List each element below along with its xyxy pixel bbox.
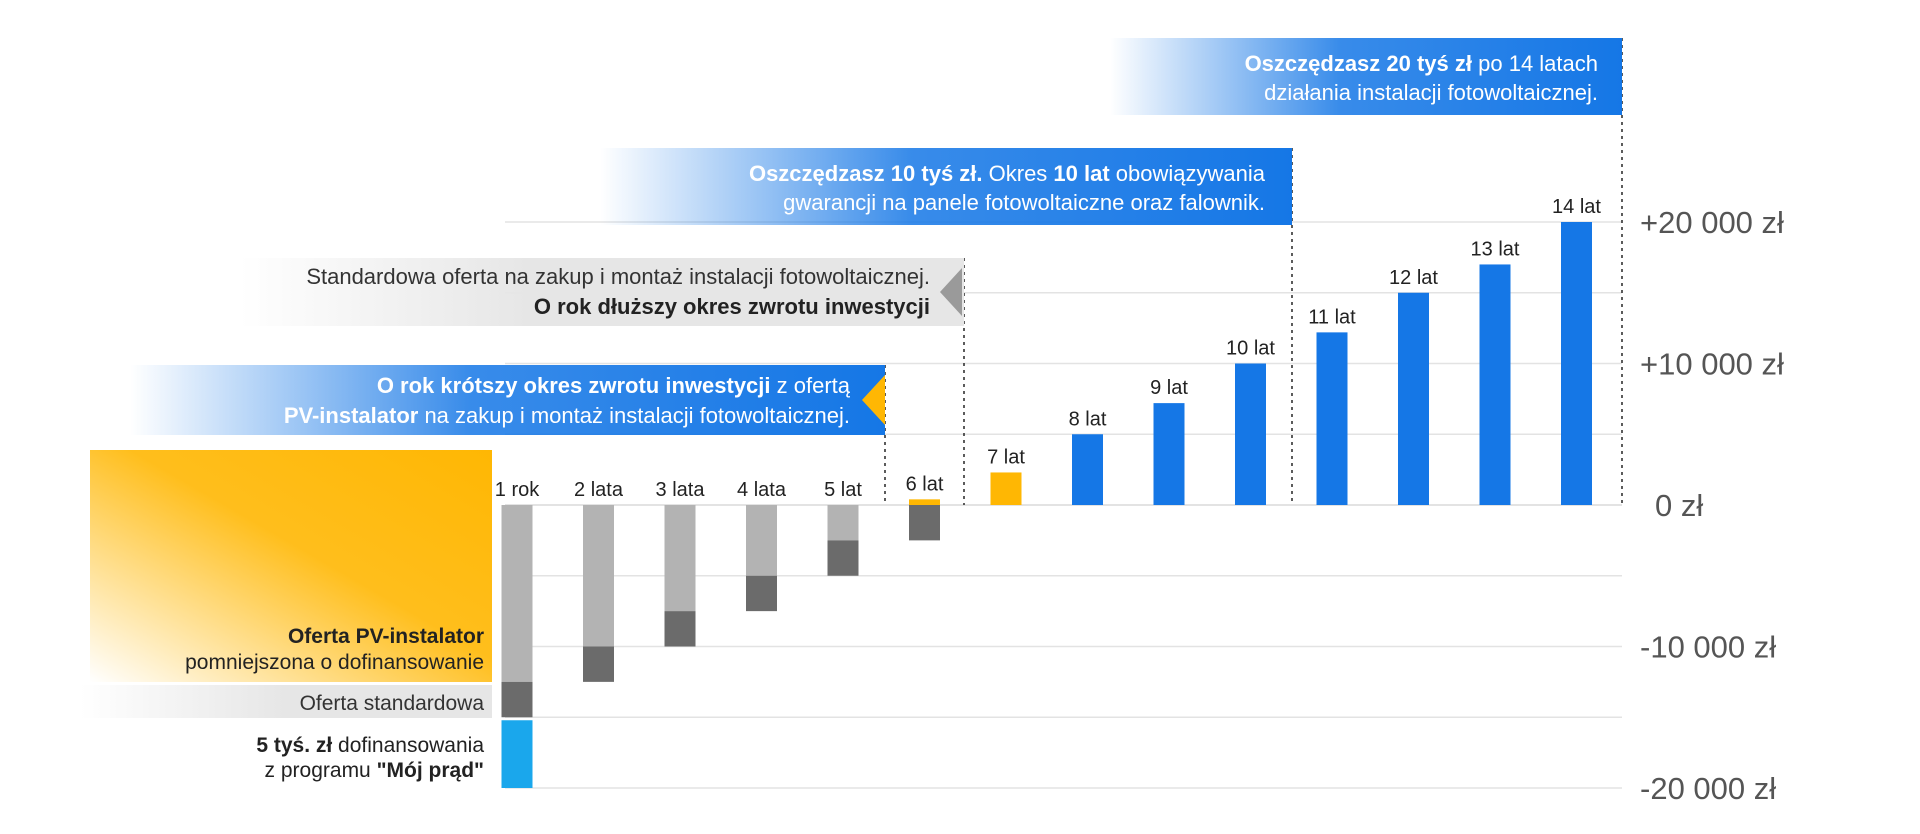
y-tick-label: +20 000 zł (1640, 205, 1784, 240)
legend-pv-bg (90, 450, 492, 682)
banner-shorter-rest1: z ofertą (771, 373, 851, 398)
legend-grant-line2-pre: z programu (265, 759, 377, 782)
y-tick-label: +10 000 zł (1640, 347, 1784, 382)
bar-standard-3 lata (664, 611, 696, 647)
svg-text:z programu "Mój prąd": z programu "Mój prąd" (265, 759, 484, 782)
svg-text:PV-instalator na zakup i monta: PV-instalator na zakup i montaż instalac… (284, 403, 850, 428)
banner-20k-line2: działania instalacji fotowoltaicznej. (1264, 80, 1598, 105)
category-label: 7 lat (987, 446, 1025, 468)
category-label: 12 lat (1389, 267, 1438, 289)
bar-standard-5 lat (827, 540, 859, 576)
banner-shorter-rest2: na zakup i montaż instalacji fotowoltaic… (418, 403, 850, 428)
legend-standard: Oferta standardowa (300, 692, 485, 715)
banner-20k-bg (1110, 38, 1622, 115)
category-label: 6 lat (906, 473, 944, 495)
y-tick-label: -10 000 zł (1640, 630, 1776, 665)
bar-6 lat (909, 499, 940, 505)
legend-standard-bg (80, 685, 492, 718)
category-label: 13 lat (1471, 238, 1520, 260)
bar-11 lat (1316, 332, 1348, 505)
svg-text:5 tyś. zł dofinansowania: 5 tyś. zł dofinansowania (256, 734, 484, 757)
bar-5 lat (827, 505, 859, 541)
banner-shorter: O rok krótszy okres zwrotu inwestycji z … (130, 365, 885, 435)
banner-10k-rest: obowiązywania (1110, 161, 1266, 186)
category-label: 11 lat (1308, 306, 1356, 328)
banner-shorter-bold2: PV-instalator (284, 403, 419, 428)
banner-20k-bold: Oszczędzasz 20 tyś zł (1245, 51, 1472, 76)
category-label: 10 lat (1226, 338, 1275, 360)
svg-text:O rok krótszy okres zwrotu inw: O rok krótszy okres zwrotu inwestycji z … (377, 373, 851, 398)
banner-10k-line2: gwarancji na panele fotowoltaiczne oraz … (783, 190, 1265, 215)
bar-grant-1 rok (501, 720, 533, 788)
banner-10k-bg (600, 148, 1292, 225)
bar-1 rok (501, 505, 533, 682)
bar-4 lata (746, 505, 777, 576)
bar-standard-4 lata (746, 575, 777, 612)
banner-standard-bg (240, 258, 964, 326)
banner-10k-bold2: 10 lat (1053, 161, 1110, 186)
bar-13 lat (1479, 264, 1511, 505)
category-label: 1 rok (495, 479, 540, 501)
category-label: 14 lat (1552, 196, 1601, 218)
bars (501, 222, 1592, 788)
svg-text:Oszczędzasz 10 tyś zł. Okres 1: Oszczędzasz 10 tyś zł. Okres 10 lat obow… (749, 161, 1266, 186)
svg-text:Oszczędzasz 20 tyś zł po 14 la: Oszczędzasz 20 tyś zł po 14 latach (1245, 51, 1598, 76)
y-tick-label: -20 000 zł (1640, 771, 1776, 806)
banner-shorter-arrow-icon (862, 375, 885, 425)
bar-10 lat (1235, 363, 1266, 505)
banner-standard: Standardowa oferta na zakup i montaż ins… (240, 258, 964, 326)
bar-12 lat (1398, 292, 1429, 505)
legend-grant-line2-bold: "Mój prąd" (377, 759, 484, 782)
bar-14 lat (1561, 222, 1592, 505)
category-label: 4 lata (737, 479, 787, 501)
banner-shorter-bg (130, 365, 885, 435)
banner-standard-line2: O rok dłuższy okres zwrotu inwestycji (534, 294, 930, 319)
bar-standard-1 rok (501, 681, 533, 718)
legend-pv-sub: pomniejszona o dofinansowanie (185, 651, 484, 674)
legend-grant-rest: dofinansowania (332, 734, 484, 757)
legend: Oferta PV-instalator pomniejszona o dofi… (80, 450, 492, 782)
banner-standard-line1: Standardowa oferta na zakup i montaż ins… (306, 264, 930, 289)
y-axis-ticks: +20 000 zł +10 000 zł 0 zł -10 000 zł -20 00… (1640, 205, 1784, 806)
year-labels: 1 rok 2 lata 3 lata 4 lata 5 lat 6 lat 7 lat 8 … (495, 196, 1602, 501)
category-label: 8 lat (1069, 408, 1107, 430)
y-tick-label: 0 zł (1655, 488, 1703, 523)
banner-10k-bold1: Oszczędzasz 10 tyś zł. (749, 161, 983, 186)
banner-20k-rest: po 14 latach (1472, 51, 1598, 76)
category-label: 2 lata (574, 479, 624, 501)
category-label: 9 lat (1150, 377, 1188, 399)
bar-3 lata (664, 505, 696, 612)
bar-7 lat (990, 472, 1022, 505)
banner-10k-mid: Okres (983, 161, 1054, 186)
bar-8 lat (1072, 434, 1103, 505)
banner-standard-arrow-icon (940, 268, 962, 316)
banner-shorter-bold1: O rok krótszy okres zwrotu inwestycji (377, 373, 771, 398)
legend-pv-title: Oferta PV-instalator (288, 625, 484, 648)
legend-grant-bold: 5 tyś. zł (256, 734, 332, 757)
category-label: 3 lata (656, 479, 706, 501)
banner-10k: Oszczędzasz 10 tyś zł. Okres 10 lat obow… (600, 148, 1292, 225)
bar-standard-6 lat (909, 505, 940, 541)
bar-2 lata (583, 505, 614, 647)
category-label: 5 lat (824, 479, 862, 501)
bar-9 lat (1153, 403, 1185, 505)
banner-20k: Oszczędzasz 20 tyś zł po 14 latach dział… (1110, 38, 1622, 115)
bar-standard-2 lata (583, 646, 614, 682)
